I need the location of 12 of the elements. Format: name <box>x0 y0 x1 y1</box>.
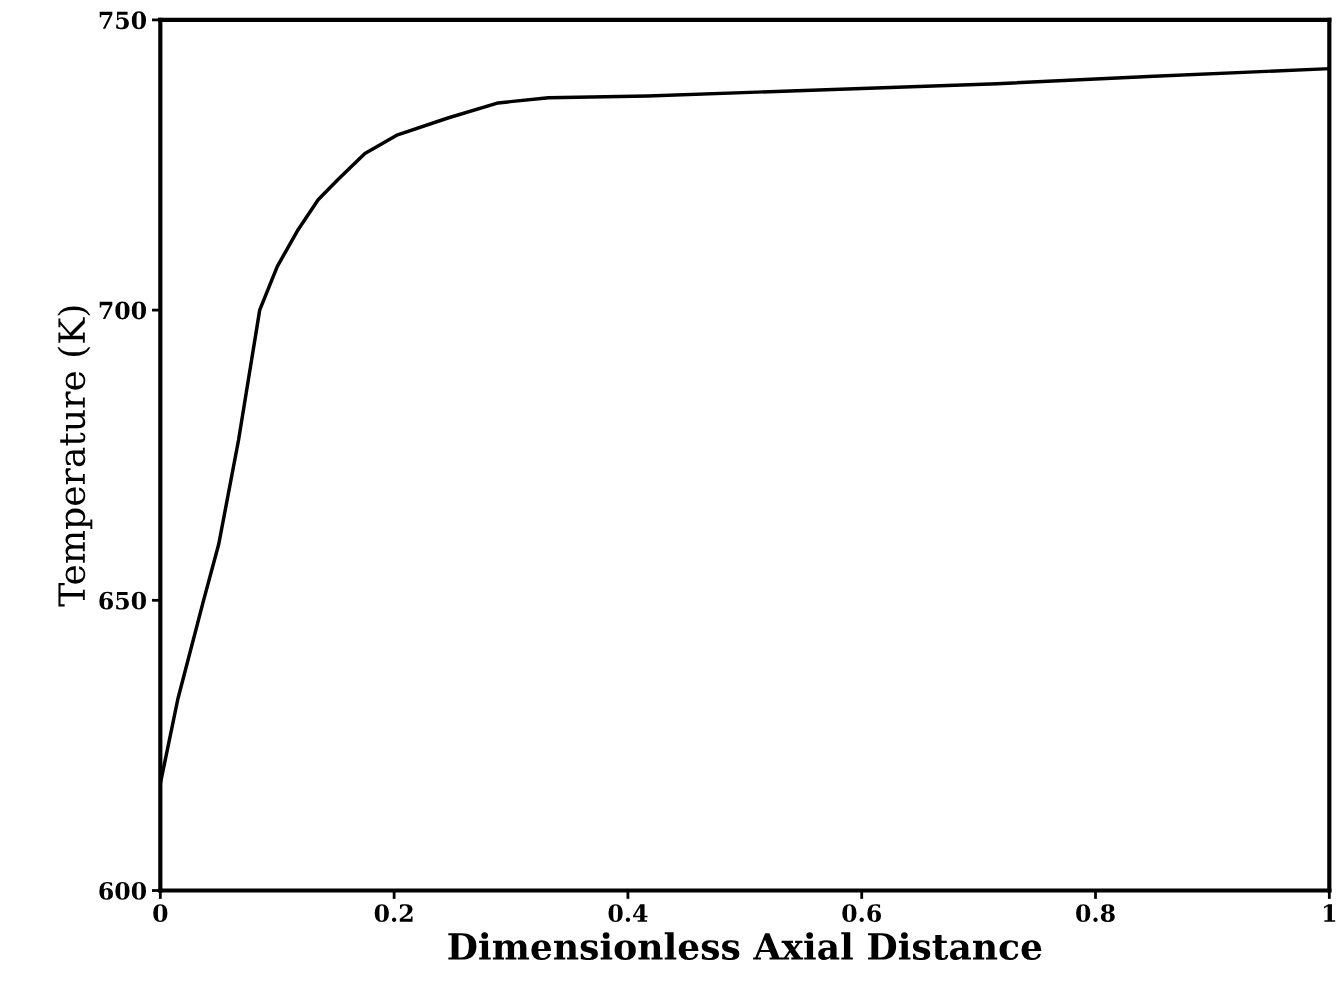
x-tick-label: 1 <box>1323 904 1336 922</box>
x-tick-label: 0.2 <box>374 904 413 922</box>
y-tick-label: 700 <box>99 301 147 320</box>
x-tick-label: 0.6 <box>842 904 881 922</box>
y-tick-label: 650 <box>99 591 147 610</box>
x-tick-label: 0.8 <box>1076 904 1115 922</box>
x-axis-title: Dimensionless Axial Distance <box>448 932 1042 961</box>
y-axis-title: Temperature (K) <box>57 306 93 607</box>
x-tick-label: 0.4 <box>608 904 648 922</box>
x-tick-label: 0 <box>153 904 168 922</box>
y-tick-label: 750 <box>99 11 147 30</box>
y-tick-label: 600 <box>99 881 147 900</box>
